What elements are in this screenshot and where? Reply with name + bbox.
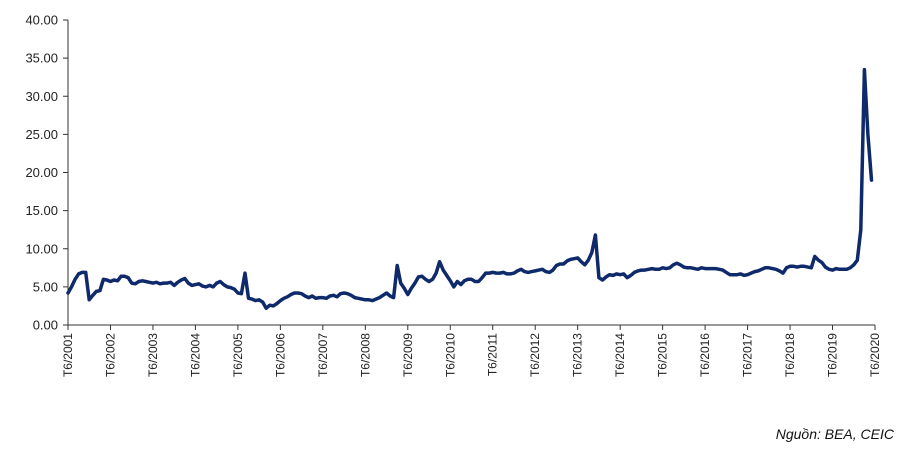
x-tick-label: T6/2010 [443,333,457,377]
y-tick-label: 30.00 [25,89,58,104]
x-tick-label: T6/2013 [571,333,585,377]
x-tick-label: T6/2018 [783,333,797,377]
x-tick-label: T6/2016 [698,333,712,377]
x-tick-label: T6/2017 [741,333,755,377]
x-tick-label: T6/2009 [401,333,415,377]
y-tick-label: 35.00 [25,51,58,66]
x-tick-label: T6/2012 [528,333,542,377]
x-tick-label: T6/2005 [231,333,245,377]
x-tick-label: T6/2001 [61,333,75,377]
plot-area [66,67,874,310]
source-note: Nguồn: BEA, CEIC [775,426,894,442]
series-line [66,67,874,310]
x-tick-label: T6/2003 [146,333,160,377]
x-tick-label: T6/2008 [358,333,372,377]
x-axis: T6/2001 T6/2002 T6/2003 T6/2004 T6/2005 T6/20… [61,324,882,377]
y-axis: 0.00 5.00 10.00 15.00 20.00 25.00 30.00 35.00 40… [25,13,69,333]
x-tick-label: T6/2007 [316,333,330,377]
y-tick-label: 40.00 [25,13,58,28]
x-tick-label: T6/2011 [486,333,500,376]
x-tick-label: T6/2014 [613,333,627,377]
y-tick-label: 20.00 [25,165,58,180]
x-tick-label: T6/2020 [868,333,882,377]
y-tick-label: 15.00 [25,203,58,218]
x-tick-label: T6/2019 [826,333,840,377]
x-tick-label: T6/2006 [273,333,287,377]
y-tick-label: 10.00 [25,241,58,256]
x-tick-label: T6/2004 [188,333,202,377]
y-tick-label: 0.00 [33,318,58,333]
x-tick-label: T6/2002 [103,333,117,377]
y-tick-label: 5.00 [33,279,58,294]
x-tick-label: T6/2015 [656,333,670,377]
y-tick-label: 25.00 [25,127,58,142]
